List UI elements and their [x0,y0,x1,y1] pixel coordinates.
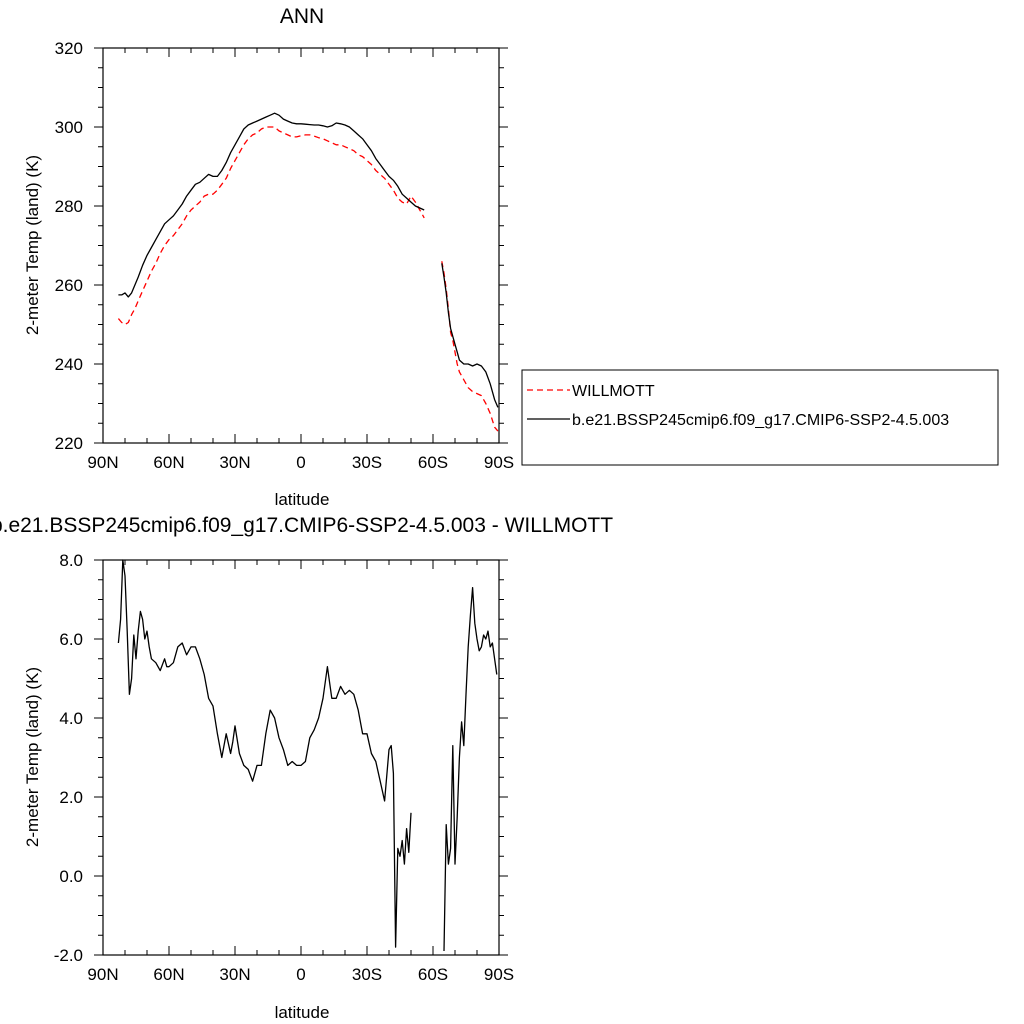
bottom-x-tick-label: 30N [219,965,250,984]
bottom-x-tick-label: 30S [352,965,382,984]
top-series-0-segment-0 [117,126,425,326]
bottom-y-tick-label: 6.0 [59,630,83,649]
top-y-tick-label: 300 [55,118,83,137]
top-series-1-segment-1 [441,263,499,408]
top-x-tick-label: 60S [418,453,448,472]
top-series-0-segment-1 [441,261,499,432]
bottom-series-lines [117,559,498,952]
legend: WILLMOTT b.e21.BSSP245cmip6.f09_g17.CMIP… [521,369,999,466]
top-series-1-segment-0 [118,112,425,298]
bottom-y-tick-label: 0.0 [59,867,83,886]
top-panel: ANN 90N 60N 30N 0 30S 60S 90S 220 240 260 280 300 32… [23,5,514,509]
bottom-x-axis-label: latitude [275,1003,330,1022]
bottom-y-axis-label: 2-meter Temp (land) (K) [23,667,42,847]
bottom-chart-title: b.e21.BSSP245cmip6.f09_g17.CMIP6-SSP2-4.… [0,514,613,537]
bottom-series-0-segment-0 [117,559,412,948]
top-x-tick-label: 0 [296,453,305,472]
bottom-x-tick-label: 60S [418,965,448,984]
bottom-plot-frame [102,559,500,956]
top-y-tick-label: 240 [55,355,83,374]
bottom-y-tick-label: 4.0 [59,709,83,728]
top-ticks: 90N 60N 30N 0 30S 60S 90S 220 240 260 280 300 320 [55,39,515,472]
bottom-x-tick-label: 0 [296,965,305,984]
top-plot-frame [102,47,500,444]
top-y-tick-label: 320 [55,39,83,58]
legend-box [521,369,999,466]
bottom-x-tick-label: 60N [153,965,184,984]
top-x-tick-label: 90S [484,453,514,472]
top-series-lines [117,112,499,432]
bottom-y-tick-label: 8.0 [59,551,83,570]
bottom-x-tick-label: 90N [87,965,118,984]
top-chart-title: ANN [280,5,324,28]
bottom-series-0-segment-1 [443,586,498,952]
top-y-axis-label: 2-meter Temp (land) (K) [23,155,42,335]
legend-label-willmott: WILLMOTT [572,383,655,400]
top-y-tick-label: 260 [55,276,83,295]
bottom-panel: b.e21.BSSP245cmip6.f09_g17.CMIP6-SSP2-4.… [0,514,613,1022]
top-y-tick-label: 280 [55,197,83,216]
bottom-ticks: 90N 60N 30N 0 30S 60S 90S -2.0 0.0 2.0 4.0 6.0 8.0 [54,551,514,984]
bottom-y-tick-label: 2.0 [59,788,83,807]
bottom-x-tick-label: 90S [484,965,514,984]
top-x-axis-label: latitude [275,490,330,509]
legend-label-model: b.e21.BSSP245cmip6.f09_g17.CMIP6-SSP2-4.… [572,412,949,429]
top-x-tick-label: 30S [352,453,382,472]
top-x-tick-label: 90N [87,453,118,472]
top-x-tick-label: 30N [219,453,250,472]
bottom-y-tick-label: -2.0 [54,946,83,965]
top-y-tick-label: 220 [55,434,83,453]
top-x-tick-label: 60N [153,453,184,472]
